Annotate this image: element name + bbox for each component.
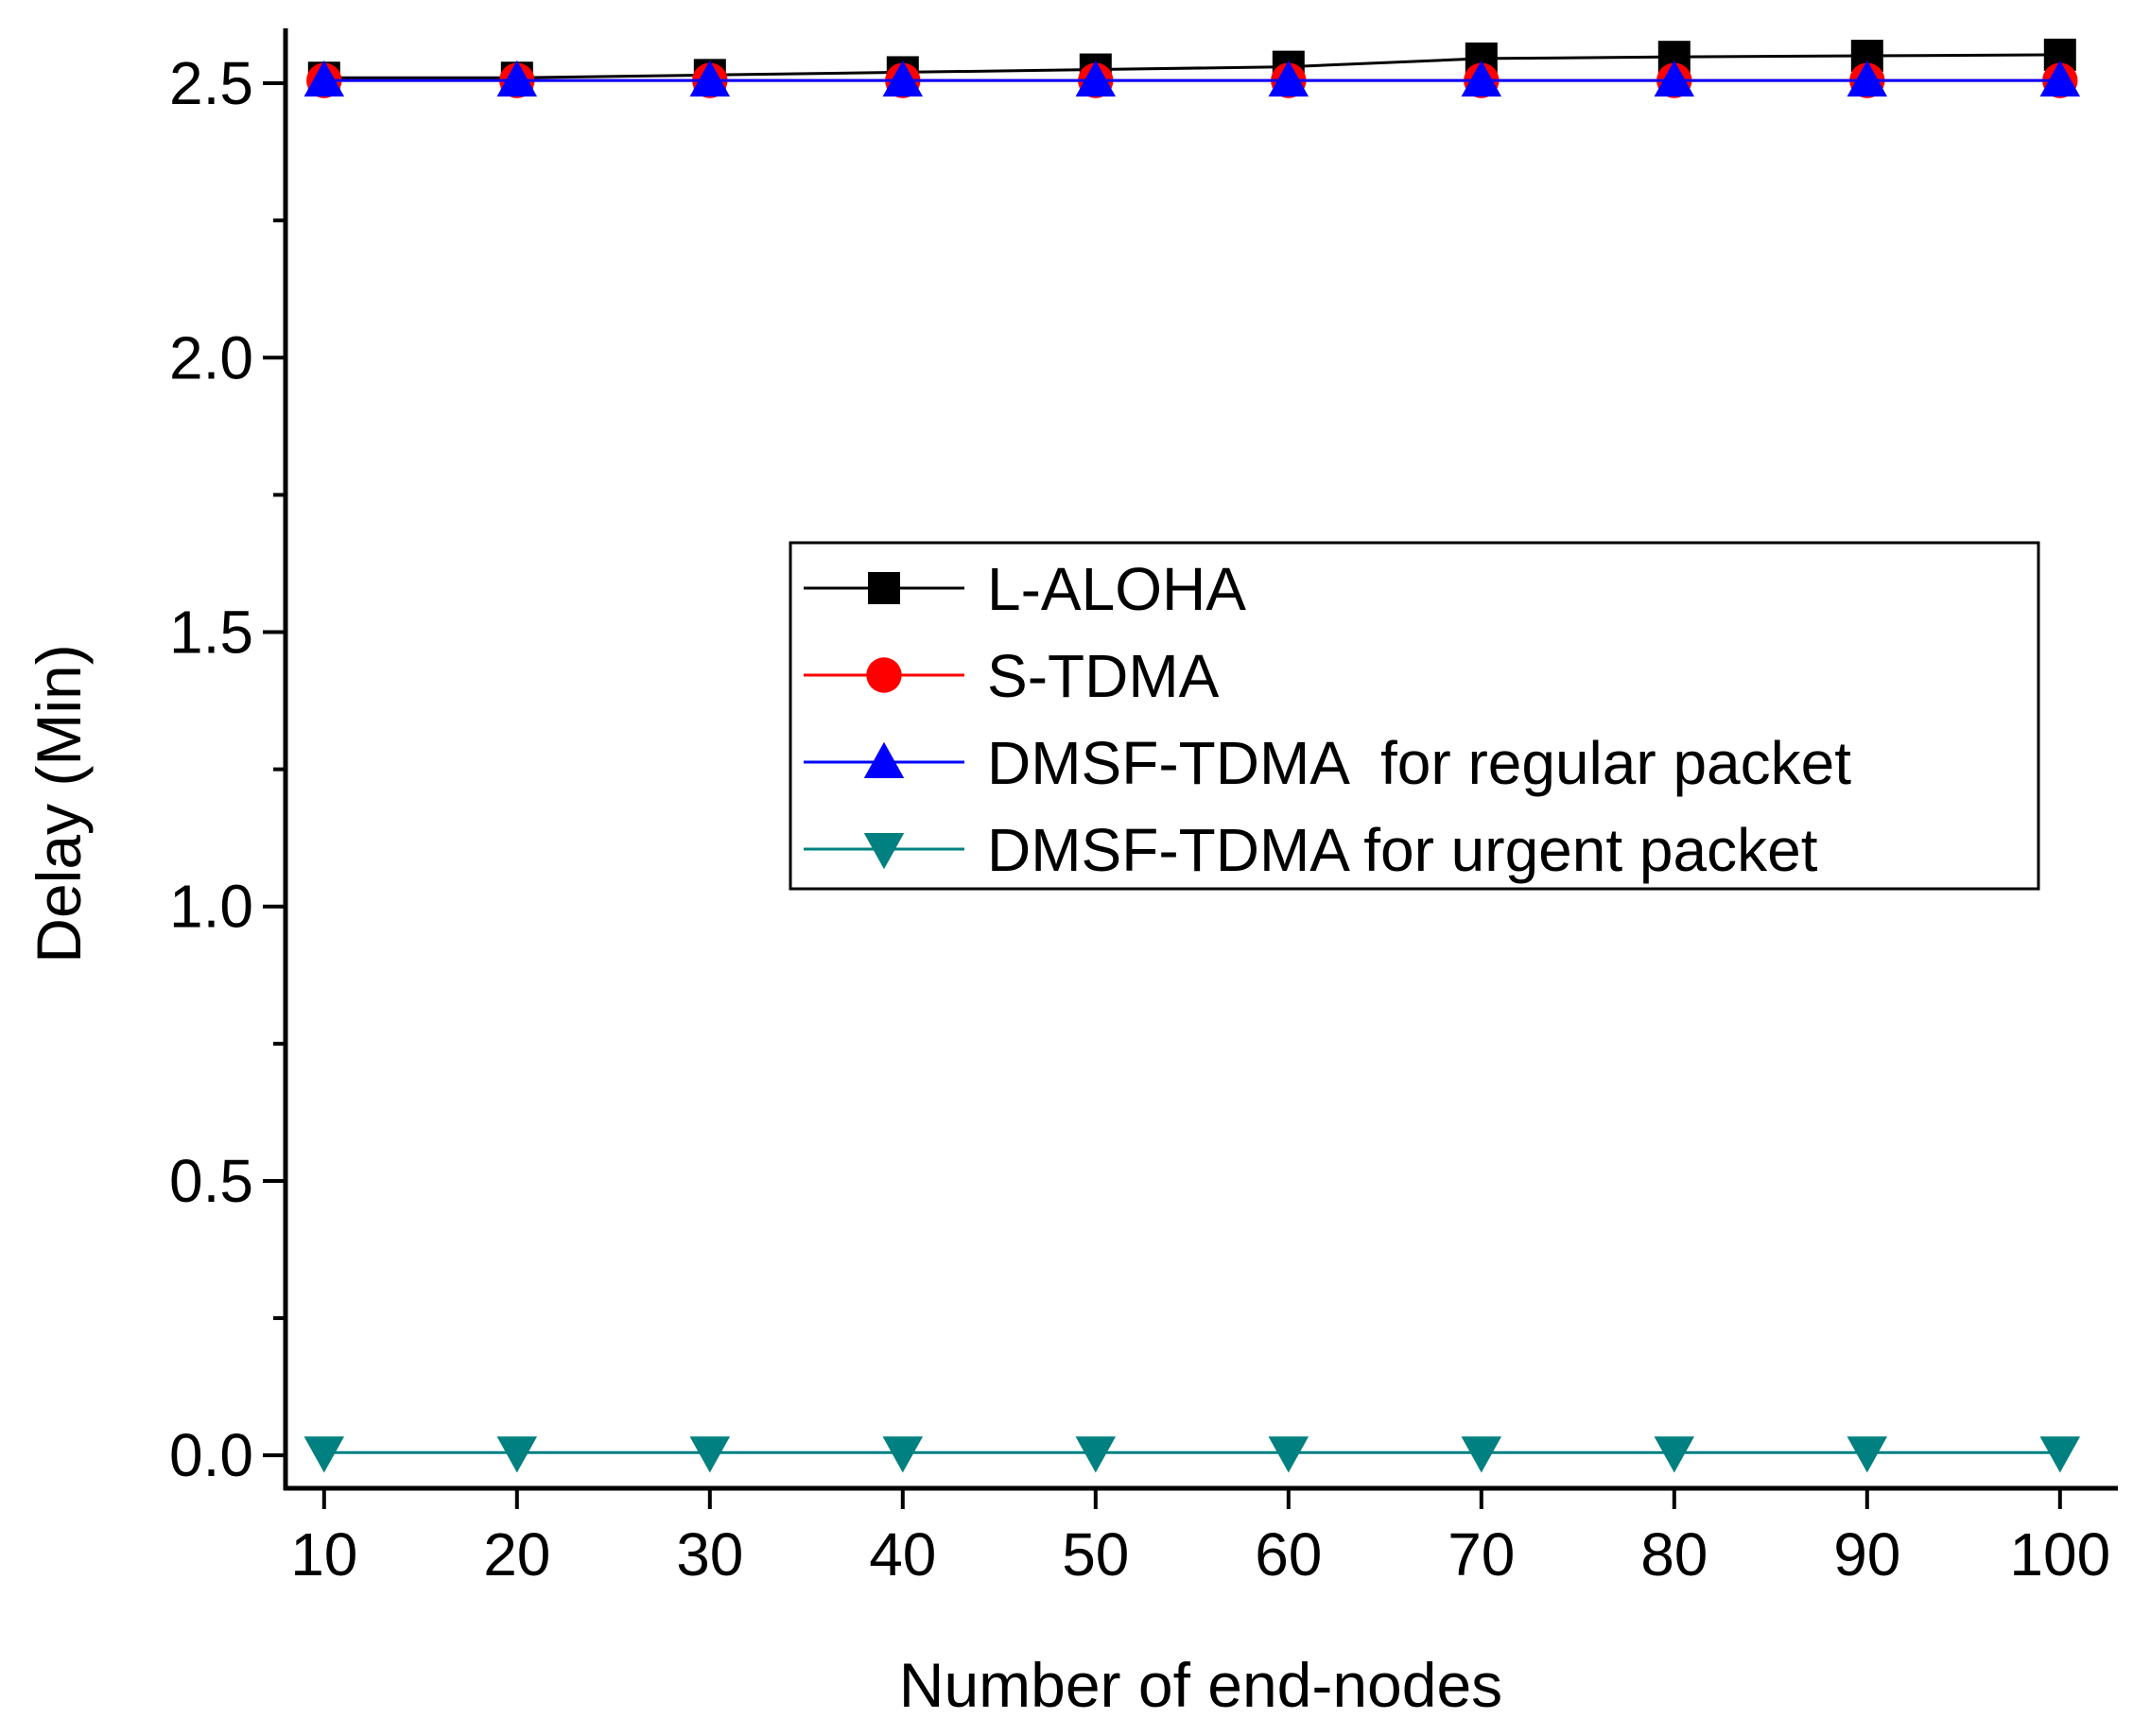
data-point (689, 1436, 731, 1473)
data-point (303, 1436, 345, 1473)
x-tick-label: 60 (1255, 1520, 1322, 1588)
y-axis-label: Delay (Min) (24, 644, 94, 963)
y-tick-label: 2.5 (169, 49, 253, 117)
series-dmsf-tdma-for-regular-packet (303, 60, 2081, 97)
data-point (1461, 1436, 1502, 1473)
legend-box (789, 541, 2040, 891)
legend-label: L-ALOHA (987, 555, 1246, 623)
series-layer (303, 38, 2081, 1473)
data-point (1461, 60, 1502, 97)
data-point (689, 60, 731, 97)
legend-marker (866, 657, 902, 693)
x-tick-label: 90 (1833, 1520, 1900, 1588)
data-point (496, 1436, 538, 1473)
series-line (323, 53, 2060, 79)
y-tick-label: 1.0 (169, 873, 253, 941)
data-point (1268, 60, 1309, 97)
data-point (1075, 1436, 1117, 1473)
legend-marker (863, 833, 905, 870)
x-tick-label: 40 (869, 1520, 936, 1588)
legend-marker (863, 741, 905, 778)
y-tick-label: 2.0 (169, 323, 253, 391)
x-tick-label: 50 (1062, 1520, 1129, 1588)
legend-label: DMSF-TDMA for urgent packet (987, 816, 1818, 884)
data-point (2039, 60, 2081, 97)
x-tick-label: 70 (1448, 1520, 1515, 1588)
x-tick-label: 100 (2009, 1520, 2110, 1588)
x-tick-label: 30 (676, 1520, 743, 1588)
data-point (882, 60, 924, 97)
series-dmsf-tdma-for-urgent-packet (303, 1436, 2081, 1473)
y-tick-label: 0.5 (169, 1147, 253, 1215)
x-tick-label: 10 (290, 1520, 357, 1588)
data-point (1654, 1436, 1695, 1473)
data-point (1268, 1436, 1309, 1473)
data-point (1654, 60, 1695, 97)
legend-label: S-TDMA (987, 642, 1220, 710)
x-tick-label: 80 (1640, 1520, 1708, 1588)
y-tick-label: 1.5 (169, 598, 253, 666)
data-point (303, 60, 345, 97)
x-axis-label: Number of end-nodes (899, 1650, 1502, 1720)
data-point (1075, 60, 1117, 97)
series-l-aloha (307, 38, 2076, 95)
data-point (1847, 60, 1888, 97)
legend: L-ALOHA S-TDMA DMSF-TDMA for regular packe… (789, 541, 2040, 891)
x-tick-label: 20 (483, 1520, 550, 1588)
data-point (882, 1436, 924, 1473)
legend-label: DMSF-TDMA for regular packet (987, 729, 1851, 797)
axes: 0.0 0.5 1.0 1.5 2.0 2.5 10 20 30 40 50 60 70 80 90 100 (169, 28, 2118, 1588)
data-point (1847, 1436, 1888, 1473)
legend-marker (868, 572, 900, 604)
data-point (496, 60, 538, 97)
y-tick-label: 0.0 (169, 1421, 253, 1489)
data-point (2039, 1436, 2081, 1473)
